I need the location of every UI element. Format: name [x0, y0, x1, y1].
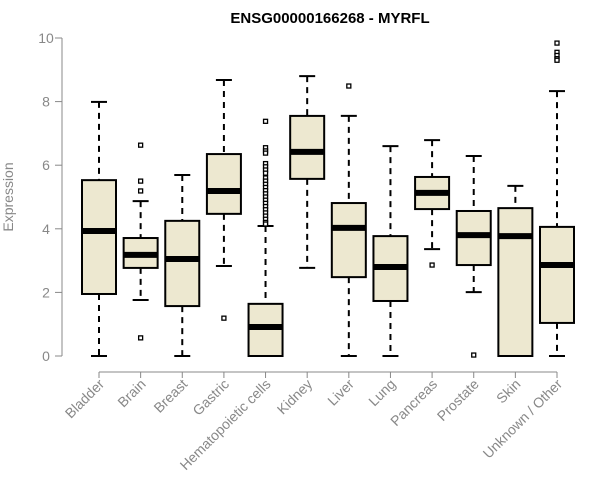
outlier-point: [554, 40, 560, 46]
x-tick-label: Kidney: [274, 376, 316, 418]
outlier-point: [137, 188, 144, 194]
outlier-point: [137, 335, 144, 341]
y-tick-label: 4: [42, 221, 50, 237]
x-tick-label: Prostate: [434, 376, 482, 424]
iqr-box: [205, 153, 242, 215]
outlier-point: [346, 83, 352, 89]
outlier-point: [554, 57, 560, 63]
box-lung: [372, 145, 409, 357]
outlier-point: [221, 315, 227, 321]
y-axis-label: Expression: [0, 162, 16, 231]
box-prostate: [455, 154, 492, 358]
x-tick-label: Breast: [150, 376, 190, 416]
y-tick-label: 8: [42, 94, 50, 110]
outlier-point: [262, 150, 269, 156]
box-breast: [164, 174, 201, 357]
iqr-box: [497, 207, 534, 357]
box-pancreas: [414, 139, 451, 268]
box-hematopoietic-cells: [247, 118, 284, 357]
x-tick-label: Liver: [324, 376, 357, 409]
outlier-point: [262, 221, 269, 227]
iqr-box: [81, 179, 117, 295]
box-brain: [122, 142, 159, 341]
iqr-box: [330, 202, 367, 279]
x-tick-label: Unknown / Other: [480, 376, 566, 462]
x-tick-label: Skin: [493, 376, 524, 407]
outlier-point: [262, 170, 269, 176]
box-gastric: [205, 78, 242, 321]
y-tick-label: 6: [42, 157, 50, 173]
box-bladder: [81, 100, 117, 357]
outlier-point: [471, 352, 477, 358]
y-tick-label: 2: [42, 284, 50, 300]
chart-title: ENSG00000166268 - MYRFL: [230, 10, 429, 27]
box-unknown-other: [539, 40, 575, 357]
x-tick-label: Brain: [114, 376, 148, 410]
y-tick-label: 10: [38, 30, 54, 46]
iqr-box: [539, 225, 575, 324]
box-kidney: [289, 75, 326, 269]
x-tick-label: Bladder: [62, 376, 108, 422]
outlier-point: [262, 118, 269, 124]
outlier-point: [137, 178, 144, 184]
y-tick-label: 0: [42, 348, 50, 364]
outlier-point: [429, 262, 435, 268]
box-skin: [497, 184, 534, 357]
outlier-point: [137, 142, 144, 148]
x-tick-label: Lung: [365, 376, 398, 409]
iqr-box: [164, 219, 201, 308]
iqr-box: [289, 114, 326, 180]
box-liver: [330, 83, 367, 357]
